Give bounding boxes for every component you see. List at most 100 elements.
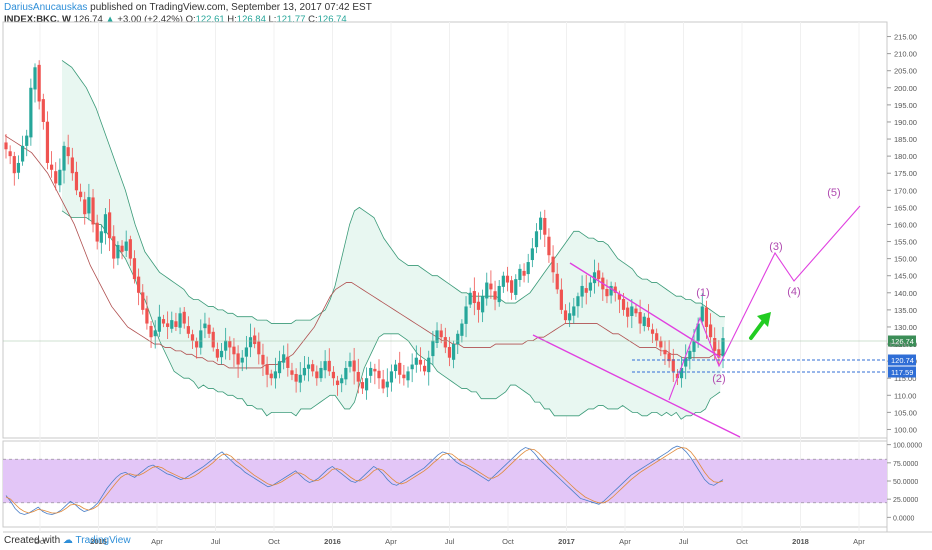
x-tick-label: Oct [34, 537, 47, 546]
candle-body [108, 212, 112, 239]
candle-body [66, 147, 70, 157]
change-arrow-icon: ▲ [105, 14, 115, 25]
candle-body [174, 321, 178, 327]
candle-body [91, 197, 95, 225]
osc-y-tick-label: 75.0000 [893, 461, 918, 468]
y-tick-label: 175.00 [894, 169, 917, 178]
price-label-last-box [888, 335, 916, 347]
candle-body [186, 326, 190, 334]
candle-body [617, 294, 621, 300]
candle-body [464, 306, 468, 324]
candle-body [456, 333, 460, 345]
candle-body [124, 241, 128, 251]
oscillator-band-fill [3, 459, 887, 503]
candle-body [713, 338, 717, 351]
price-label-support-2: 117.59 [891, 368, 913, 377]
open-value: 122.61 [195, 14, 225, 25]
close-value: 126.74 [317, 14, 347, 25]
candle-body [489, 283, 493, 290]
candle-body [373, 368, 377, 372]
candle-body [49, 164, 54, 170]
candle-body [306, 364, 311, 369]
candle-body [675, 373, 680, 379]
candle-body [137, 276, 141, 293]
candle-body [655, 333, 659, 341]
publish-line: DariusAnucauskas published on TradingVie… [4, 2, 372, 13]
candle-body [588, 282, 592, 291]
candle-body [704, 307, 709, 327]
candle-body [8, 151, 12, 157]
candle-body [340, 378, 344, 384]
x-tick-label: Apr [385, 537, 397, 546]
candle-body [132, 258, 137, 280]
y-tick-label: 135.00 [894, 306, 917, 315]
candle-body [522, 270, 526, 276]
candle-body [572, 306, 576, 316]
author-link[interactable]: DariusAnucauskas [4, 2, 88, 13]
low-label: L: [268, 14, 277, 25]
candle-body [597, 270, 601, 280]
x-tick-label: 2016 [324, 537, 341, 546]
candle-body [112, 236, 116, 259]
tradingview-brand[interactable]: TradingView [75, 535, 131, 546]
close-label: C: [308, 14, 318, 25]
candle-body [510, 280, 514, 293]
wave-label-3: (3) [769, 241, 782, 253]
candle-body [33, 67, 37, 90]
y-tick-label: 165.00 [894, 203, 917, 212]
candle-body [16, 162, 21, 173]
candle-body [580, 285, 584, 297]
candle-body [62, 145, 66, 171]
high-value: 126.84 [236, 14, 266, 25]
candle-body [178, 313, 182, 328]
candle-body [360, 382, 365, 389]
tradingview-logo-icon[interactable]: ☁ [62, 535, 73, 546]
candle-body [153, 330, 157, 337]
candle-body [244, 347, 248, 357]
bollinger-mid-line [4, 135, 725, 369]
candle-body [298, 374, 302, 383]
candle-body [452, 344, 456, 360]
candle-body [335, 380, 340, 386]
x-tick-label: Oct [268, 537, 281, 546]
candle-body [534, 231, 539, 248]
x-tick-label: Jul [679, 537, 689, 546]
candle-body [161, 319, 166, 324]
candle-body [83, 199, 87, 215]
y-tick-label: 160.00 [894, 220, 917, 229]
candle-body [315, 371, 319, 379]
symbol-line: INDEX:BKC, W 126.74 ▲ +3.00 (+2.42%) O:1… [4, 14, 372, 25]
candle-body [215, 349, 219, 358]
candle-body [236, 353, 240, 365]
candle-body [563, 310, 568, 321]
candle-body [219, 350, 224, 358]
candle-body [626, 307, 630, 317]
candle-body [435, 330, 439, 343]
candle-body [526, 262, 530, 275]
candle-body [327, 360, 331, 372]
candle-body [613, 286, 617, 293]
candle-body [431, 340, 435, 357]
candle-body [116, 244, 120, 259]
candle-body [679, 367, 684, 379]
candle-body [422, 365, 427, 372]
candle-body [468, 292, 472, 305]
y-tick-label: 140.00 [894, 289, 917, 298]
candle-body [389, 371, 394, 383]
osc-y-tick-label: 50.0000 [893, 479, 918, 486]
candle-body [530, 248, 534, 261]
candle-body [696, 323, 700, 342]
candle-body [605, 289, 609, 297]
candle-body [638, 312, 642, 324]
candle-body [443, 337, 447, 348]
y-tick-label: 145.00 [894, 272, 917, 281]
candle-body [323, 361, 327, 371]
candle-body [414, 357, 418, 365]
y-tick-label: 180.00 [894, 152, 917, 161]
candle-body [427, 357, 431, 373]
candle-body [497, 285, 501, 303]
candle-body [128, 239, 132, 259]
candle-body [684, 357, 688, 367]
open-label: O: [185, 14, 196, 25]
